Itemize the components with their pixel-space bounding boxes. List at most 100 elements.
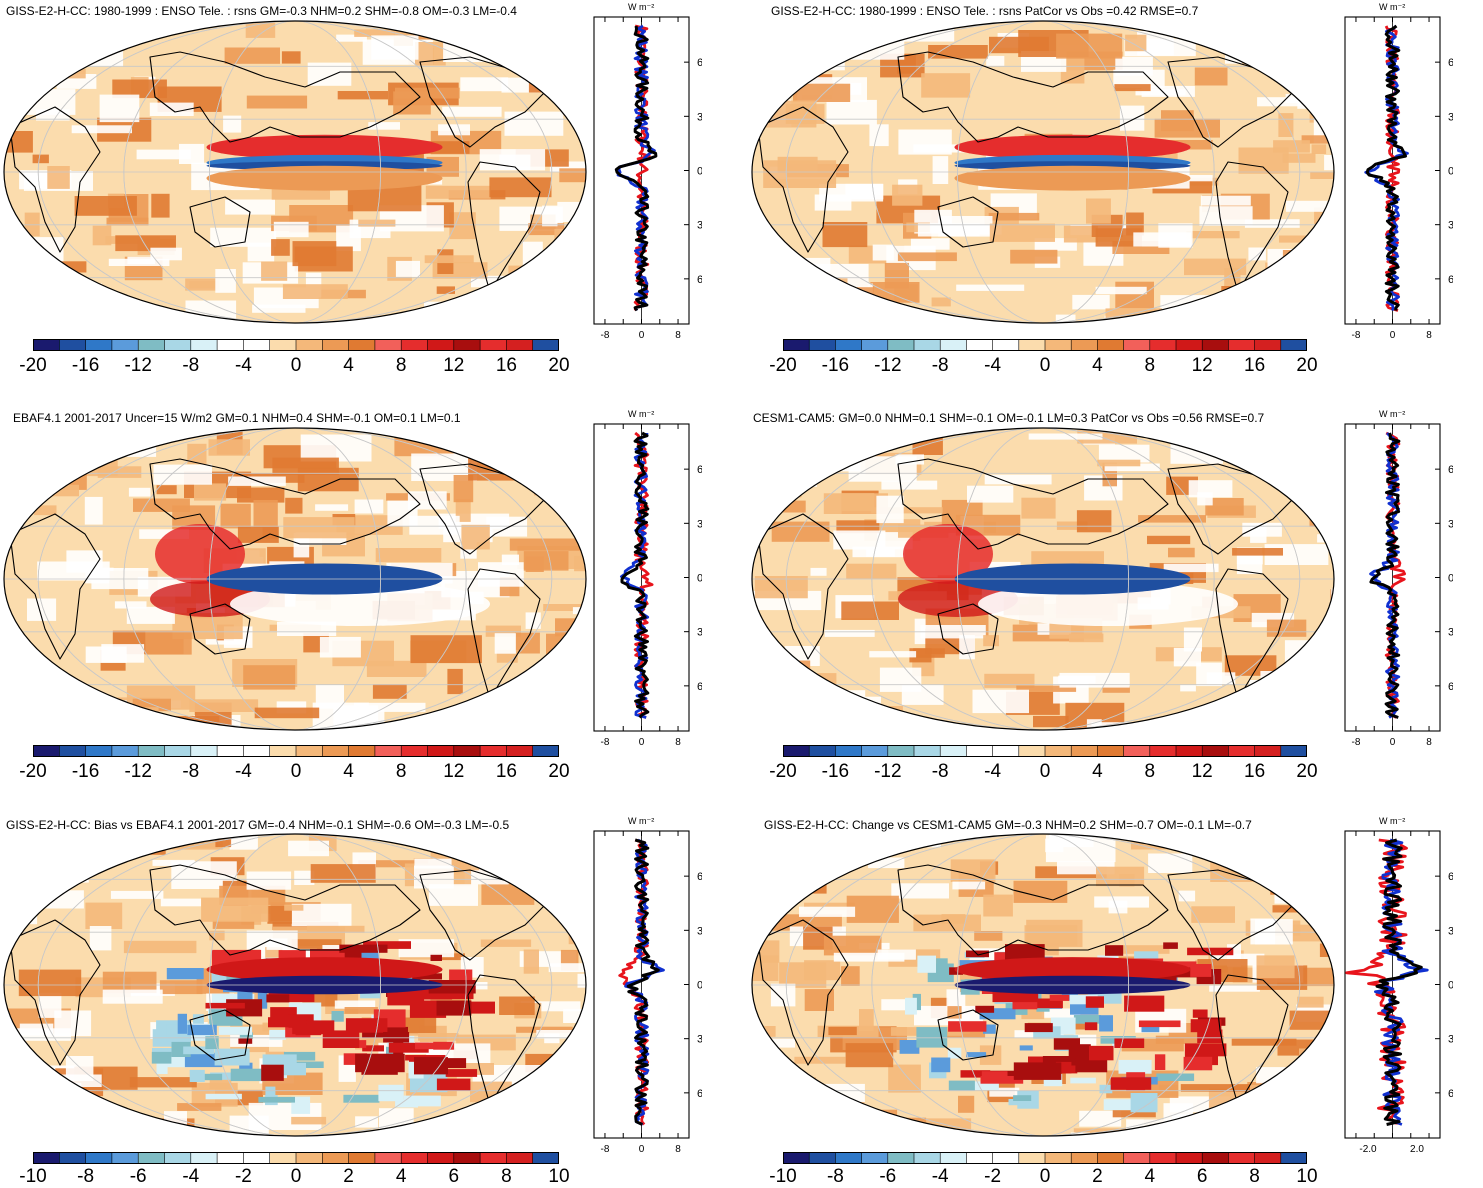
map-patch xyxy=(790,1125,808,1140)
map-patch xyxy=(1199,206,1252,226)
map-patch xyxy=(19,970,81,997)
colorbar xyxy=(783,339,1307,351)
lat-label: 60S xyxy=(1448,274,1453,286)
map-patch xyxy=(1010,250,1057,264)
map-patch xyxy=(1164,1103,1194,1122)
map-patch xyxy=(1242,37,1295,65)
map-patch xyxy=(16,485,79,497)
map-patch xyxy=(320,637,361,658)
map-patch xyxy=(873,245,894,261)
colorbar-segment xyxy=(1097,745,1124,757)
colorbar-segment xyxy=(1045,339,1072,351)
map-patch xyxy=(563,867,584,876)
colorbar-tick-label: 8 xyxy=(371,761,431,783)
colorbar-segment xyxy=(480,339,507,351)
colorbar-tick-label: -12 xyxy=(108,761,168,783)
colorbar-segment xyxy=(914,339,941,351)
map-patch xyxy=(454,33,519,47)
colorbar-tick-label: 4 xyxy=(1120,1166,1180,1188)
map-patch xyxy=(1197,1125,1214,1140)
colorbar-segment xyxy=(428,745,455,757)
colorbar-tick-label: 0 xyxy=(266,355,326,377)
map-patch xyxy=(517,47,535,57)
map-patch xyxy=(812,60,845,70)
lat-label: 30S xyxy=(1448,627,1453,639)
colorbar-tick-label: -4 xyxy=(963,761,1023,783)
map-patch xyxy=(442,323,516,327)
map-patch xyxy=(429,844,473,851)
map-patch xyxy=(35,1083,81,1104)
colorbar-segment xyxy=(1255,339,1282,351)
map-patch xyxy=(791,449,858,463)
map-patch xyxy=(161,899,201,907)
zonal-mean-profile: 60N30N030S60S-808 xyxy=(592,828,702,1154)
colorbar-tick-label: 4 xyxy=(371,1166,431,1188)
map-patch xyxy=(355,1054,405,1073)
map-patch xyxy=(859,1009,874,1031)
panel-title: GISS-E2-H-CC: 1980-1999 : ENSO Tele. : r… xyxy=(6,4,517,18)
map-patch xyxy=(271,239,290,256)
colorbar-segment xyxy=(480,1152,507,1164)
colorbar-segment xyxy=(533,1152,559,1164)
world-map xyxy=(0,424,590,734)
map-patch xyxy=(804,960,840,980)
map-patch xyxy=(378,1085,403,1101)
colorbar-segment xyxy=(809,339,836,351)
map-patch xyxy=(1305,31,1338,50)
map-patch xyxy=(805,25,854,48)
map-patch xyxy=(823,222,868,247)
colorbar-tick-label: 20 xyxy=(529,761,589,783)
map-patch xyxy=(523,242,543,270)
map-patch xyxy=(565,57,591,72)
lat-label: 60N xyxy=(697,57,702,69)
map-patch xyxy=(1326,1131,1338,1140)
colorbar-segment xyxy=(862,745,889,757)
colorbar-segment xyxy=(138,339,165,351)
colorbar-segment xyxy=(59,339,86,351)
colorbar-tick-label: 12 xyxy=(424,761,484,783)
map-patch xyxy=(1100,1085,1113,1094)
colorbar-tick-label: -2 xyxy=(963,1166,1023,1188)
map-patch xyxy=(1260,671,1279,695)
map-patch xyxy=(85,707,159,728)
map-patch xyxy=(982,733,999,734)
map-patch xyxy=(931,1058,950,1073)
map-patch xyxy=(753,705,810,712)
colorbar-segment xyxy=(138,745,165,757)
map-patch xyxy=(72,871,89,883)
map-patch xyxy=(933,156,949,184)
map-patch xyxy=(24,1118,91,1135)
colorbar-tick-label: 0 xyxy=(1015,1166,1075,1188)
map-patch xyxy=(1020,1045,1033,1050)
map-patch xyxy=(1178,426,1252,434)
colorbar-tick-label: 0 xyxy=(266,1166,326,1188)
colorbar-tick-label: 8 xyxy=(476,1166,536,1188)
colorbar-segment xyxy=(217,745,244,757)
colorbar-segment xyxy=(1097,1152,1124,1164)
colorbar-segment xyxy=(270,339,297,351)
map-patch xyxy=(1273,679,1299,700)
colorbar-segment xyxy=(1071,745,1098,757)
colorbar-segment xyxy=(1150,1152,1177,1164)
map-patch xyxy=(45,719,79,726)
map-patch xyxy=(255,708,320,719)
colorbar-segment xyxy=(1045,1152,1072,1164)
map-patch xyxy=(536,42,590,54)
colorbar-tick-label: -2 xyxy=(213,1166,273,1188)
map-patch xyxy=(967,486,1013,503)
map-patch xyxy=(529,78,547,92)
map-patch xyxy=(1312,669,1338,686)
map-patch xyxy=(577,1056,590,1072)
map-patch xyxy=(37,69,86,79)
map-patch xyxy=(124,941,196,953)
map-patch xyxy=(936,958,948,966)
map-patch xyxy=(373,684,407,699)
map-patch xyxy=(793,1077,816,1102)
map-patch xyxy=(1085,1022,1097,1030)
map-patch xyxy=(1299,1049,1338,1058)
map-patch xyxy=(1314,720,1338,731)
colorbar-segment xyxy=(533,745,559,757)
map-patch xyxy=(1283,250,1338,263)
colorbar-tick-label: -12 xyxy=(858,761,918,783)
colorbar-segment xyxy=(217,1152,244,1164)
